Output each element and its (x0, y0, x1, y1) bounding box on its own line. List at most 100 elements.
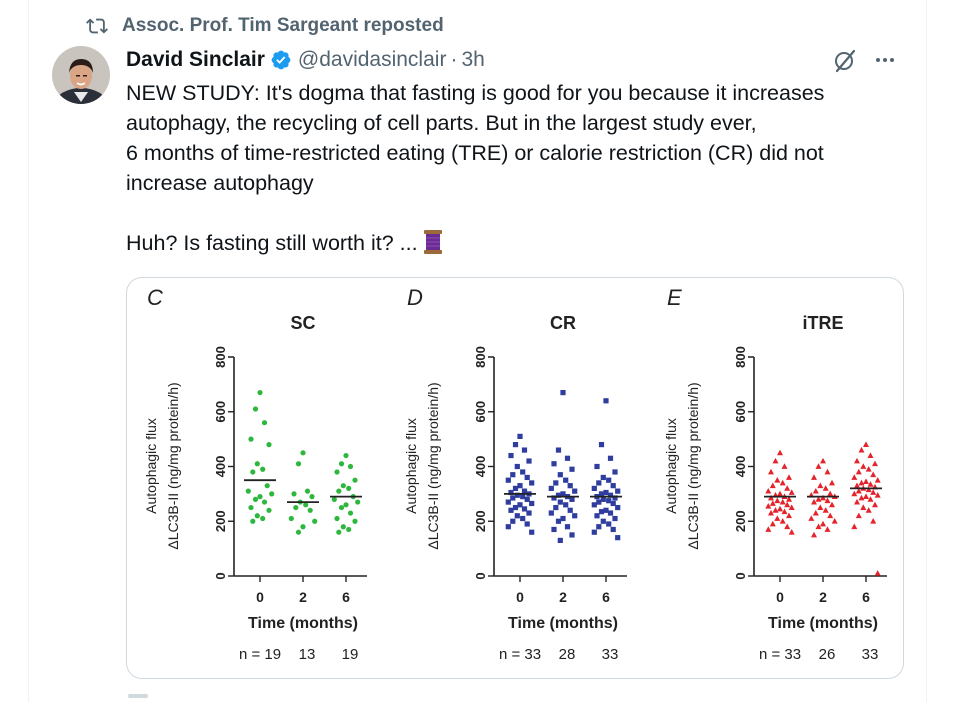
data-point (352, 477, 358, 483)
data-point (777, 449, 783, 456)
data-point (815, 523, 822, 530)
data-point (551, 495, 557, 501)
data-point (786, 512, 792, 519)
next-post-divider (128, 694, 148, 698)
data-point (248, 436, 254, 442)
data-point (615, 535, 621, 541)
author-handle[interactable]: @davidasinclair (297, 48, 447, 71)
data-point (331, 496, 337, 502)
grok-icon[interactable] (832, 48, 858, 74)
data-point (870, 518, 877, 524)
data-point (508, 489, 514, 496)
data-point (598, 442, 605, 448)
more-icon[interactable] (870, 48, 900, 72)
data-point (257, 494, 263, 500)
data-point (829, 479, 835, 486)
tweet-header: David Sinclair @davidasinclair · 3h (126, 46, 485, 74)
data-point (765, 526, 772, 532)
data-point (569, 466, 575, 472)
y-tick-label: 200 (473, 510, 488, 532)
y-tick-label: 400 (213, 456, 228, 478)
data-point (254, 513, 260, 519)
data-point (529, 500, 535, 507)
data-point (347, 463, 354, 470)
repost-icon (86, 18, 108, 34)
data-point (769, 520, 776, 527)
data-point (343, 452, 349, 459)
y-axis-label: Autophagic flux (143, 418, 159, 514)
data-point (774, 497, 781, 504)
data-point (598, 491, 605, 497)
data-point (514, 492, 520, 498)
avatar[interactable] (52, 46, 110, 104)
data-point (769, 500, 776, 506)
timeline-border-left (28, 0, 29, 702)
data-point (858, 446, 865, 453)
data-point (788, 529, 795, 535)
data-point (510, 472, 516, 478)
data-point (606, 521, 612, 527)
data-point (765, 487, 772, 494)
data-point (510, 518, 516, 524)
data-point (768, 494, 774, 501)
data-point (508, 452, 514, 459)
data-point (300, 450, 306, 456)
data-point (517, 502, 523, 508)
data-point (596, 499, 602, 505)
data-point (555, 518, 562, 524)
data-point (293, 504, 299, 511)
data-point (291, 491, 297, 497)
data-point (529, 480, 535, 486)
y-tick-label: 0 (213, 572, 228, 579)
n-value: 28 (559, 646, 576, 663)
data-point (524, 474, 530, 481)
author-name[interactable]: David Sinclair (126, 48, 265, 71)
data-point (564, 455, 571, 461)
data-point (815, 496, 822, 502)
data-point (352, 518, 358, 524)
y-tick-label: 0 (473, 572, 488, 579)
data-point (786, 474, 792, 480)
data-point (863, 493, 869, 500)
data-point (615, 488, 621, 494)
data-point (607, 455, 614, 461)
header-separator: · (450, 48, 458, 71)
data-point (772, 507, 779, 513)
data-point (340, 524, 346, 530)
tweet-media-image[interactable]: C SC 0 200 400 600 800 Autophagic flux ΔLC3B-II … (126, 277, 904, 679)
data-point (563, 502, 569, 508)
y-tick-label: 800 (473, 346, 488, 368)
data-point (854, 457, 860, 464)
tweet-body: NEW STUDY: It's dogma that fasting is go… (126, 78, 906, 258)
data-point (777, 490, 783, 497)
data-point (564, 524, 571, 530)
data-point (261, 420, 268, 426)
y-tick-label: 400 (473, 456, 488, 478)
data-point (557, 499, 563, 505)
data-point (596, 480, 602, 486)
data-point (598, 509, 605, 515)
data-point (260, 515, 266, 522)
y-tick-label: 800 (213, 346, 228, 368)
data-point (555, 447, 562, 453)
data-point (526, 510, 532, 516)
data-point (788, 504, 795, 510)
data-point (512, 504, 519, 511)
data-point (768, 468, 774, 475)
x-tick-label: 0 (776, 589, 784, 605)
data-point (600, 518, 606, 524)
data-point (606, 477, 612, 483)
tweet-timestamp[interactable]: 3h (461, 48, 485, 71)
data-point (854, 498, 860, 505)
data-point (822, 485, 829, 491)
repost-context[interactable]: Assoc. Prof. Tim Sargeant reposted (86, 14, 444, 38)
data-point (870, 471, 877, 478)
data-point (569, 532, 575, 538)
y-axis-unit-label: ΔLC3B-II (ng/mg protein/h) (685, 382, 701, 549)
spool-icon (423, 230, 442, 254)
data-point (572, 488, 578, 494)
x-tick-label: 2 (299, 589, 307, 605)
data-point (594, 463, 600, 470)
data-point (603, 507, 609, 513)
